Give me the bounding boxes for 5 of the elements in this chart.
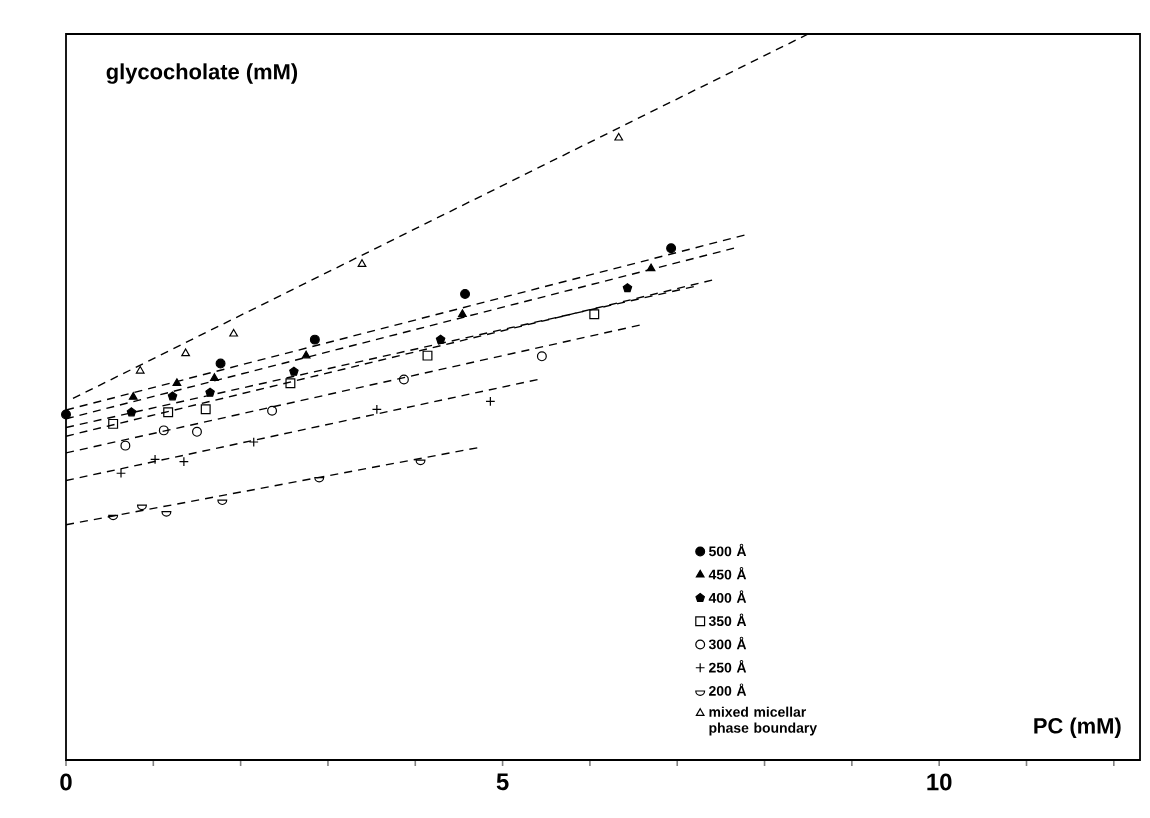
x-tick-label: 5: [496, 773, 509, 791]
x-tick-label: 0: [60, 773, 72, 791]
x-axis-title: PC (mM): [1034, 717, 1121, 738]
y-axis-title: glycocholate (mM): [106, 63, 298, 84]
x-tick-label: 10: [927, 773, 952, 791]
